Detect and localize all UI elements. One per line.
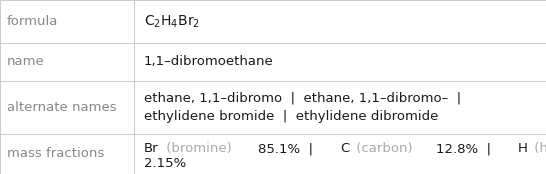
Text: 12.8%  |: 12.8% | bbox=[436, 142, 499, 155]
Text: (hydrogen): (hydrogen) bbox=[530, 142, 546, 155]
Text: formula: formula bbox=[7, 15, 58, 28]
Text: H: H bbox=[518, 142, 527, 155]
Text: Br: Br bbox=[144, 142, 158, 155]
Text: $\mathregular{C_2H_4Br_2}$: $\mathregular{C_2H_4Br_2}$ bbox=[144, 13, 200, 30]
Text: alternate names: alternate names bbox=[7, 101, 116, 114]
Text: 85.1%  |: 85.1% | bbox=[258, 142, 322, 155]
Text: mass fractions: mass fractions bbox=[7, 148, 104, 160]
Text: ethane, 1,1–dibromo  |  ethane, 1,1–dibromo–  |
ethylidene bromide  |  ethyliden: ethane, 1,1–dibromo | ethane, 1,1–dibrom… bbox=[144, 92, 461, 123]
Text: (carbon): (carbon) bbox=[352, 142, 417, 155]
Text: 2.15%: 2.15% bbox=[144, 157, 186, 170]
Text: (bromine): (bromine) bbox=[163, 142, 236, 155]
Text: name: name bbox=[7, 55, 44, 68]
Text: C: C bbox=[340, 142, 349, 155]
Text: 1,1–dibromoethane: 1,1–dibromoethane bbox=[144, 55, 274, 68]
